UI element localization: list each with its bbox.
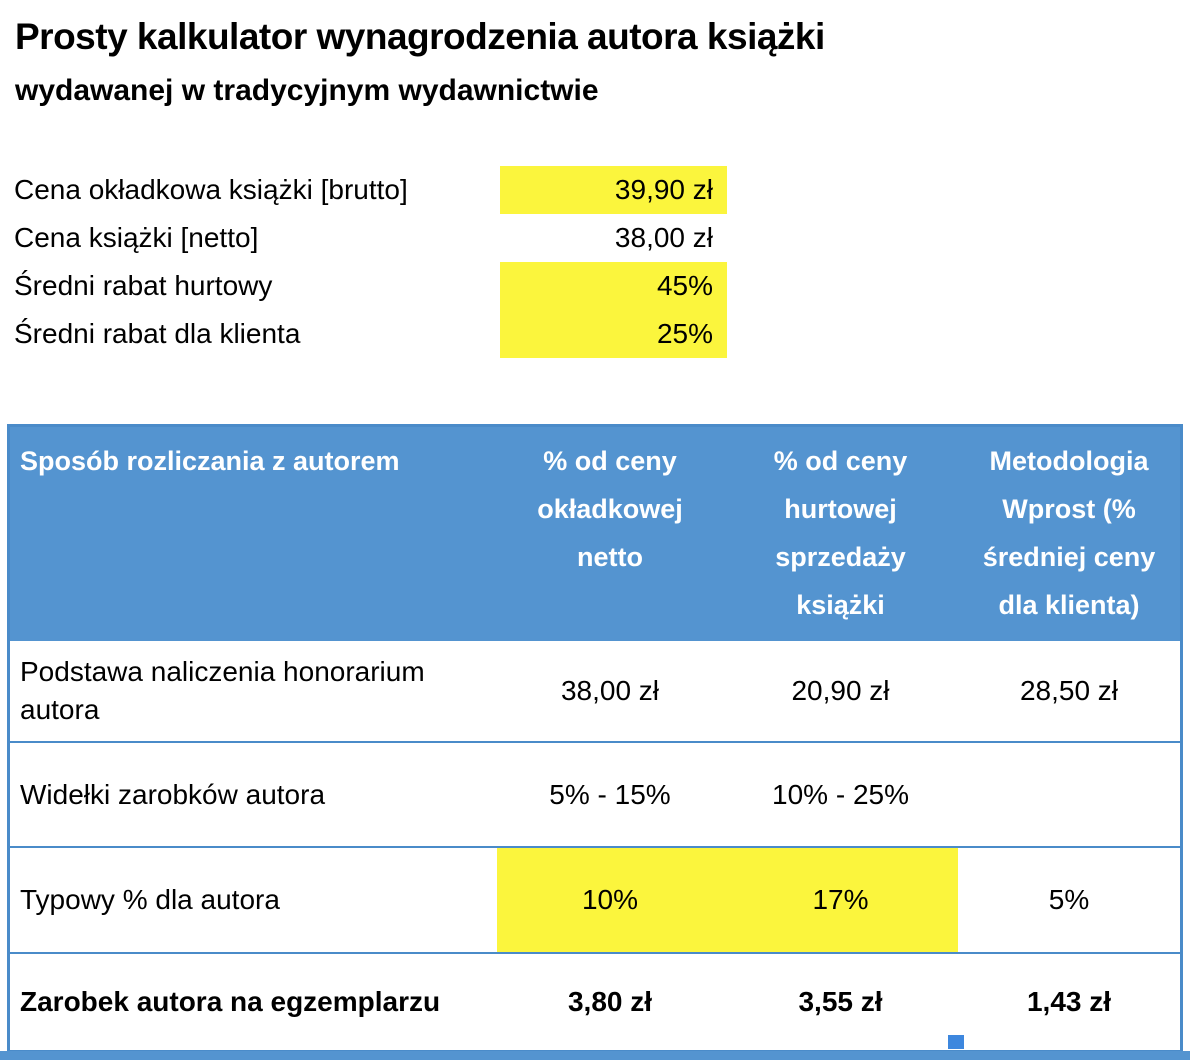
row-label-earnings-range: Widełki zarobków autora [20, 778, 326, 810]
cell-earnings-cover-net: 3,80 zł [567, 986, 653, 1017]
cell-range-wholesale: 10% - 25% [772, 778, 909, 810]
cell-base-wholesale: 20,90 zł [791, 675, 890, 706]
page-subtitle: wydawanej w tradycyjnym wydawnictwie [15, 74, 599, 107]
cell-base-cover-net: 38,00 zł [560, 675, 660, 706]
input-row-customer-discount: Średni rabat dla klienta 25% [14, 310, 727, 358]
input-label-customer-discount: Średni rabat dla klienta [14, 318, 301, 349]
row-label-typical-percent: Typowy % dla autora [20, 884, 280, 916]
header-settlement-method: Sposób rozliczania z autorem [20, 446, 400, 476]
table-header-row: Sposób rozliczania z autorem % od ceny o… [10, 427, 1180, 641]
inputs-section: Cena okładkowa książki [brutto] 39,90 zł… [14, 166, 727, 358]
input-cell-wholesale-discount[interactable]: 45% [500, 262, 727, 310]
table-row-earnings-range: Widełki zarobków autora 5% - 15% 10% - 2… [10, 741, 1180, 846]
table-row-author-earnings: Zarobek autora na egzemplarzu 3,80 zł 3,… [10, 952, 1180, 1050]
input-label-net-price: Cena książki [netto] [14, 222, 259, 253]
input-cell-customer-discount[interactable]: 25% [500, 310, 727, 358]
cell-earnings-wholesale: 3,55 zł [798, 986, 883, 1017]
header-pct-wholesale: % od ceny hurtowej sprzedaży książki [773, 446, 908, 620]
input-row-wholesale-discount: Średni rabat hurtowy 45% [14, 262, 727, 310]
cell-range-cover-net: 5% - 15% [549, 778, 671, 810]
royalty-table: Sposób rozliczania z autorem % od ceny o… [7, 424, 1183, 1053]
row-label-base-amount: Podstawa naliczenia honorarium autora [20, 656, 425, 725]
cell-typical-pct-wprost: 5% [1048, 884, 1090, 915]
input-cell-typical-pct-wholesale[interactable]: 17% [723, 848, 958, 952]
input-cell-cover-price[interactable]: 39,90 zł [500, 166, 727, 214]
cell-range-wprost [958, 743, 1180, 846]
input-row-cover-price: Cena okładkowa książki [brutto] 39,90 zł [14, 166, 727, 214]
input-label-cover-price: Cena okładkowa książki [brutto] [14, 174, 408, 205]
header-pct-cover-net: % od ceny okładkowej netto [537, 446, 683, 572]
cell-base-wprost: 28,50 zł [1019, 675, 1119, 706]
table-row-base-amount: Podstawa naliczenia honorarium autora 38… [10, 641, 1180, 741]
next-table-edge [0, 1051, 1190, 1060]
selection-handle[interactable] [948, 1035, 964, 1049]
page-title: Prosty kalkulator wynagrodzenia autora k… [15, 16, 825, 57]
row-label-author-earnings: Zarobek autora na egzemplarzu [20, 986, 441, 1018]
input-label-wholesale-discount: Średni rabat hurtowy [14, 270, 273, 301]
value-cell-net-price: 38,00 zł [614, 222, 713, 253]
input-row-net-price: Cena książki [netto] 38,00 zł [14, 214, 727, 262]
table-row-typical-percent: Typowy % dla autora 10% 17% 5% [10, 846, 1180, 952]
header-methodology-wprost: Metodologia Wprost (% średniej ceny dla … [982, 446, 1156, 620]
input-cell-typical-pct-cover[interactable]: 10% [497, 848, 723, 952]
cell-earnings-wprost: 1,43 zł [1026, 986, 1112, 1017]
